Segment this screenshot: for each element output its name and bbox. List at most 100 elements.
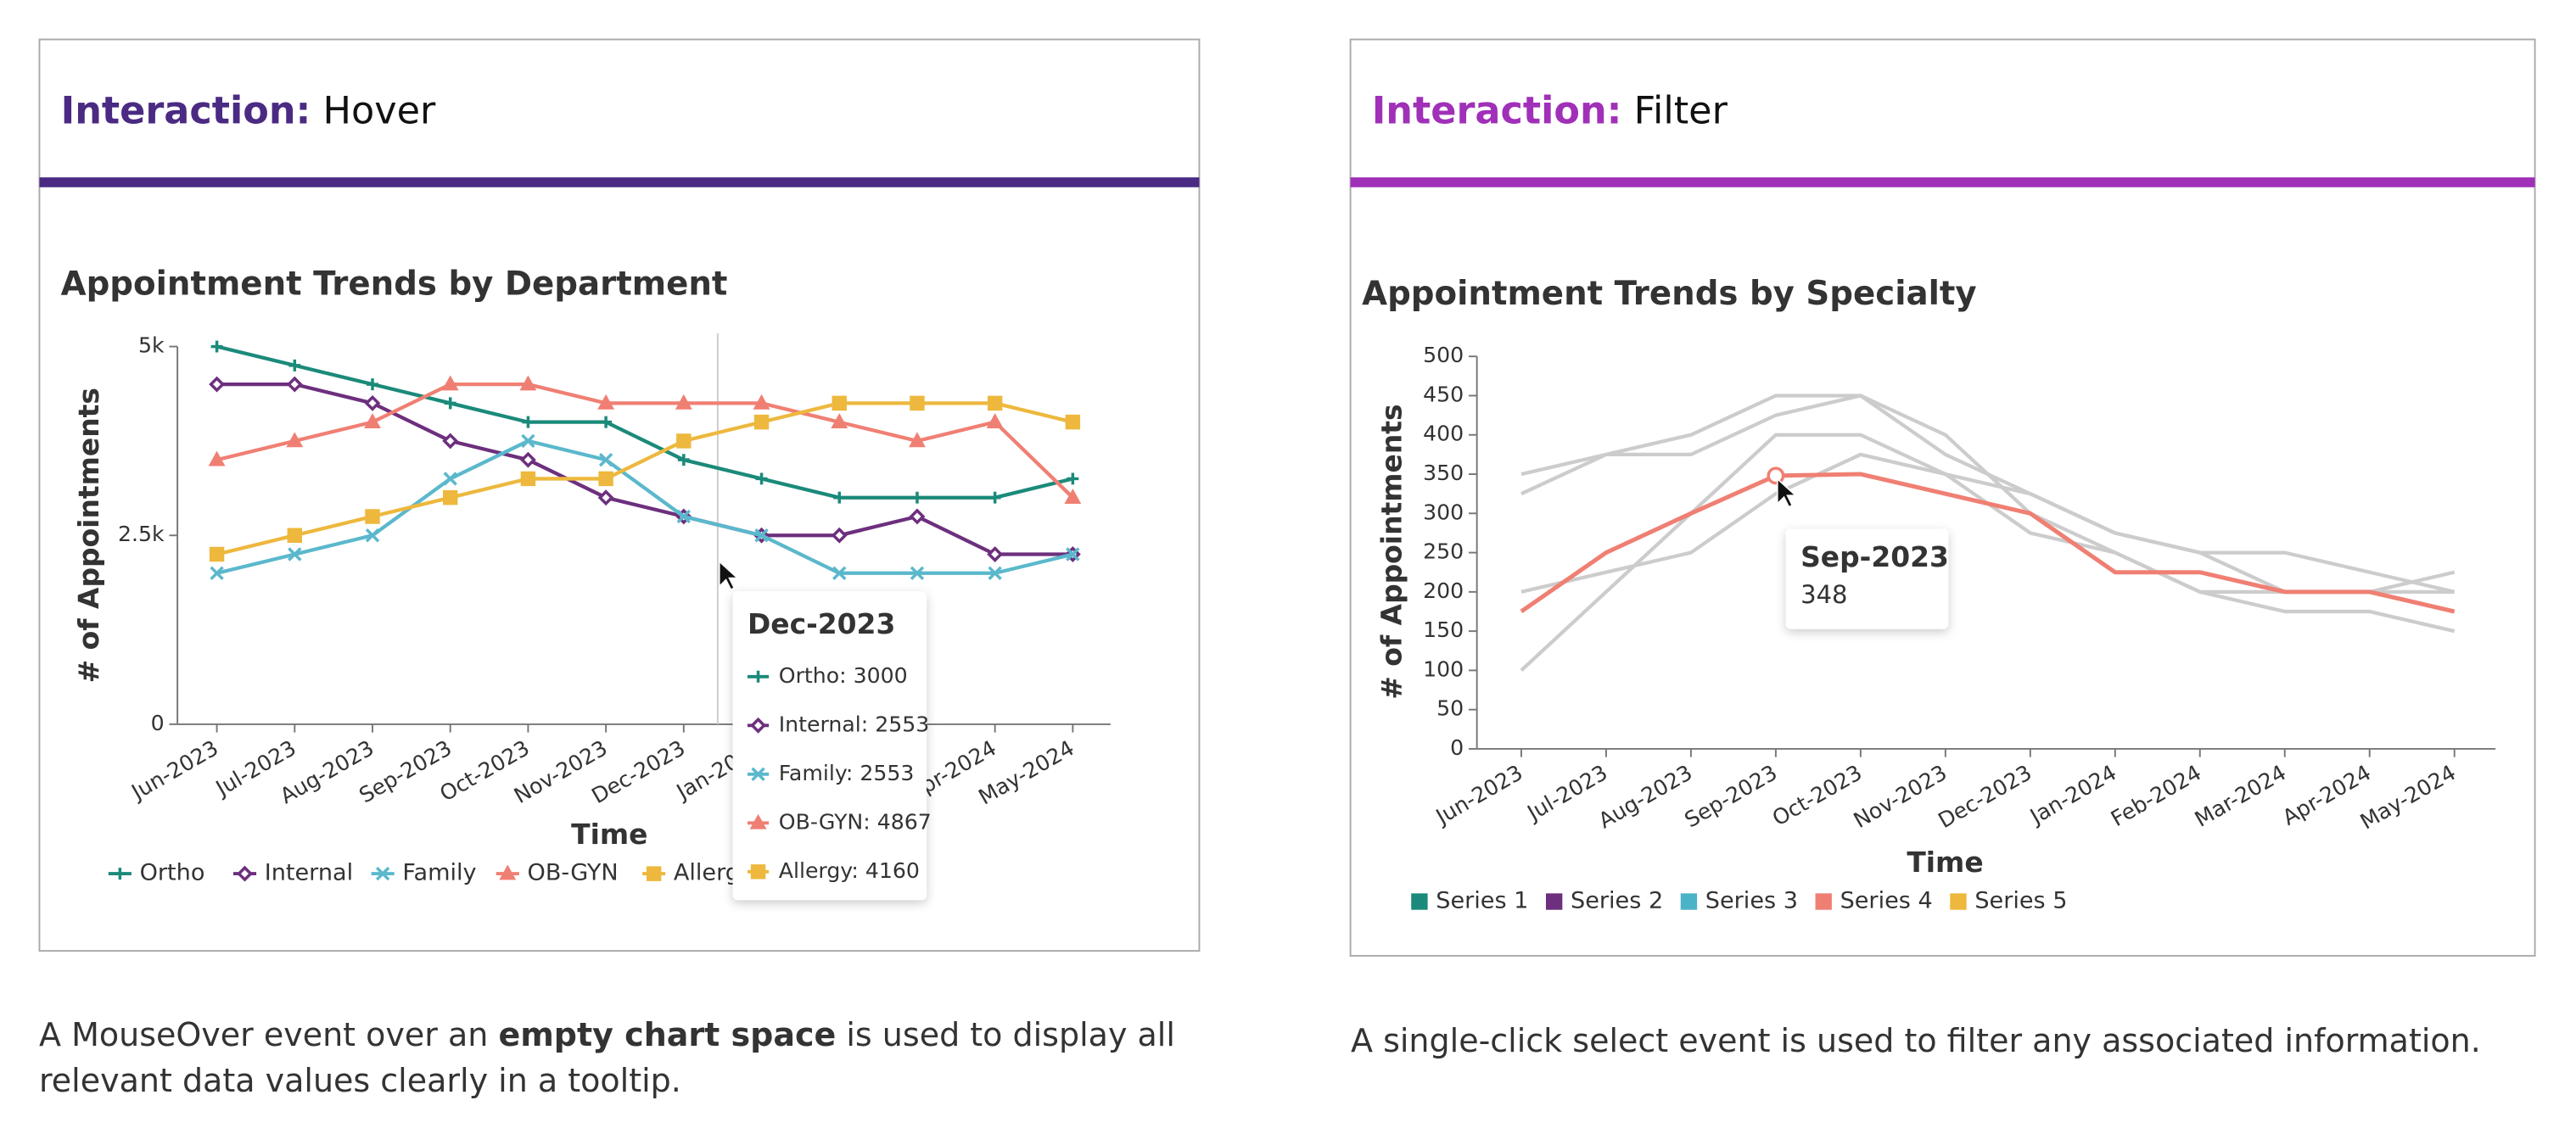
legend-label: Series 5 bbox=[1974, 888, 2067, 914]
tooltip-item: Allergy: 4160 bbox=[779, 858, 920, 883]
chart-title: Appointment Trends by Specialty bbox=[1362, 275, 1976, 313]
point bbox=[598, 452, 613, 467]
series-line bbox=[216, 382, 1073, 556]
y-tick-label: 2.5k bbox=[118, 522, 165, 546]
legend-marker bbox=[499, 864, 517, 880]
legend-marker bbox=[646, 866, 662, 881]
point bbox=[1067, 472, 1079, 485]
y-axis-label: # of Appointments bbox=[1375, 404, 1408, 699]
series-line bbox=[1520, 394, 2455, 594]
x-axis-label: Time bbox=[1907, 846, 1983, 879]
point bbox=[210, 566, 224, 580]
point bbox=[677, 454, 690, 466]
point bbox=[676, 509, 692, 524]
accent-bar bbox=[1350, 177, 2535, 187]
panel-title: Hover bbox=[323, 89, 436, 133]
point bbox=[833, 491, 846, 504]
legend-label: Ortho bbox=[140, 860, 205, 886]
point bbox=[209, 546, 225, 562]
point bbox=[444, 397, 456, 410]
legend-swatch bbox=[1411, 893, 1428, 910]
x-tick-label: Jun-2023 bbox=[1431, 760, 1527, 829]
legend-label: OB-GYN bbox=[528, 860, 619, 886]
point bbox=[287, 528, 303, 543]
point bbox=[367, 378, 378, 391]
tooltip bbox=[1785, 528, 1949, 629]
tooltip-item: Ortho: 3000 bbox=[779, 663, 908, 688]
cursor bbox=[1777, 477, 1798, 508]
caption-text: A single-click select event is used to f… bbox=[1351, 1022, 2481, 1059]
point bbox=[364, 413, 381, 428]
tooltip-marker bbox=[752, 670, 764, 683]
legend-swatch bbox=[1815, 893, 1832, 910]
y-tick-label: 250 bbox=[1423, 539, 1464, 564]
tooltip-title: Dec-2023 bbox=[748, 607, 895, 640]
point bbox=[441, 375, 459, 391]
point bbox=[831, 527, 848, 544]
point bbox=[754, 528, 769, 543]
x-tick-label: Feb-2024 bbox=[2107, 760, 2205, 831]
legend-label: Internal bbox=[265, 860, 353, 886]
legend-swatch bbox=[1680, 893, 1698, 910]
layer: Interaction: Hover Interaction: FilterApp… bbox=[39, 89, 2535, 914]
point bbox=[519, 375, 537, 391]
y-tick-label: 200 bbox=[1423, 578, 1464, 603]
tooltip-title: Sep-2023 bbox=[1800, 540, 1949, 573]
y-tick-label: 400 bbox=[1423, 422, 1464, 446]
tooltip-marker bbox=[750, 864, 766, 880]
point bbox=[598, 471, 613, 487]
point bbox=[597, 489, 614, 506]
y-tick-label: 100 bbox=[1423, 656, 1464, 681]
point bbox=[600, 416, 613, 428]
tooltip-item: Internal: 2553 bbox=[779, 712, 929, 736]
y-tick-label: 0 bbox=[151, 711, 165, 735]
series-line bbox=[216, 401, 1073, 556]
point bbox=[1065, 414, 1081, 430]
y-tick-label: 350 bbox=[1423, 461, 1464, 485]
series-line bbox=[216, 344, 1073, 500]
point bbox=[522, 416, 535, 428]
legend-label: Series 3 bbox=[1705, 888, 1798, 914]
point bbox=[442, 433, 459, 450]
legend-marker bbox=[237, 865, 253, 882]
point bbox=[286, 376, 303, 393]
point bbox=[1064, 489, 1082, 505]
series-line bbox=[216, 438, 1073, 575]
legend-label: Family bbox=[402, 860, 476, 886]
legend-marker bbox=[114, 868, 126, 880]
caption: A single-click select event is used to f… bbox=[1351, 1018, 2539, 1064]
point bbox=[519, 451, 536, 468]
panel-heading: Interaction: Hover bbox=[61, 89, 436, 133]
legend-swatch bbox=[1950, 893, 1967, 910]
x-axis-label: Time bbox=[571, 818, 647, 851]
point bbox=[288, 359, 301, 371]
x-tick-label: Sep-2023 bbox=[1681, 760, 1782, 832]
point bbox=[755, 472, 768, 485]
x-tick-label: Jun-2023 bbox=[126, 735, 223, 805]
point bbox=[910, 395, 925, 411]
chart-title: Appointment Trends by Department bbox=[61, 265, 728, 303]
x-tick-label: Nov-2023 bbox=[1850, 760, 1952, 833]
x-tick-label: Jan-2024 bbox=[2024, 760, 2120, 829]
point bbox=[832, 395, 847, 411]
series-line bbox=[1520, 472, 2456, 614]
y-tick-label: 500 bbox=[1423, 343, 1464, 367]
x-tick-label: May-2024 bbox=[2356, 760, 2460, 834]
legend-marker bbox=[375, 866, 390, 881]
point bbox=[597, 394, 615, 410]
point bbox=[832, 566, 847, 580]
panel-frame bbox=[1349, 38, 2536, 957]
series-line bbox=[1520, 394, 2456, 634]
point bbox=[831, 413, 848, 428]
series-line bbox=[216, 382, 1074, 500]
y-axis-label: # of Appointments bbox=[72, 388, 105, 683]
point bbox=[910, 566, 925, 580]
point bbox=[675, 394, 692, 410]
point bbox=[288, 547, 302, 561]
point bbox=[1066, 547, 1080, 561]
point bbox=[442, 489, 458, 505]
x-tick-label: Mar-2024 bbox=[2191, 760, 2291, 832]
tooltip-marker bbox=[749, 813, 767, 829]
